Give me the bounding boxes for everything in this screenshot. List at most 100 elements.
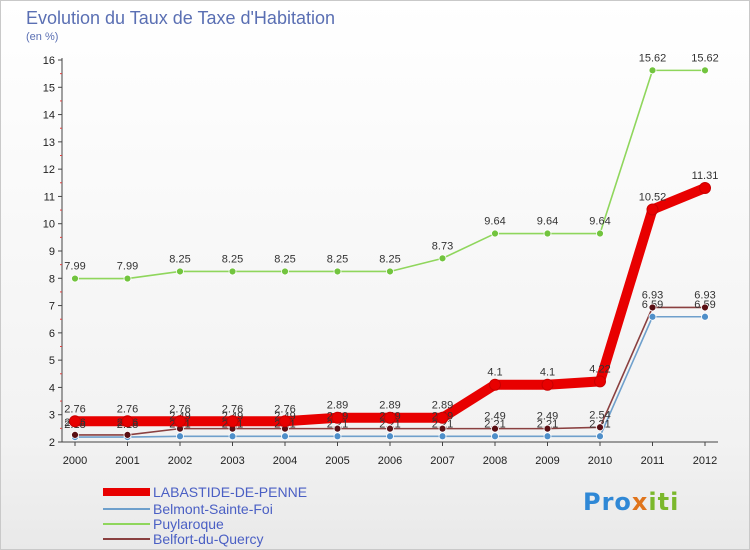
data-point	[333, 267, 342, 276]
data-point	[438, 424, 447, 433]
data-point	[279, 415, 291, 428]
legend-label-2: Puylaroque	[153, 516, 224, 532]
data-label: 4.1	[540, 367, 555, 379]
data-point	[226, 415, 239, 428]
data-point	[384, 411, 396, 424]
data-label: 9.64	[589, 216, 610, 228]
data-label: 8.25	[274, 253, 295, 265]
data-point	[596, 432, 604, 441]
data-label: 2.21	[537, 418, 558, 430]
data-label: 2.54	[589, 409, 610, 421]
data-point	[438, 254, 447, 263]
x-tick-label: 2000	[63, 455, 87, 467]
y-tick-label: 11	[44, 191, 55, 203]
data-point	[438, 432, 447, 441]
y-tick-label: 13	[43, 137, 55, 149]
data-label: 8.25	[379, 253, 400, 265]
data-label: 2.89	[432, 400, 453, 412]
data-point	[71, 431, 79, 439]
y-tick-label: 5	[49, 355, 55, 367]
data-point	[281, 432, 289, 441]
proxiti-logo: Proxiti	[583, 488, 680, 516]
data-point	[176, 432, 184, 441]
y-tick-label: 12	[43, 164, 55, 176]
data-point	[699, 181, 711, 194]
series-line-2	[74, 69, 706, 280]
data-label: 7.99	[117, 261, 138, 273]
x-tick-label: 2001	[115, 455, 139, 467]
chart-subtitle: (en %)	[26, 31, 58, 43]
data-point	[648, 66, 657, 75]
x-tick-label: 2009	[535, 455, 559, 467]
legend-label-3: Belfort-du-Quercy	[153, 531, 263, 547]
data-label: 15.62	[639, 52, 667, 64]
data-label: 2.76	[169, 403, 190, 415]
data-point	[491, 432, 499, 441]
x-tick-label: 2005	[325, 455, 349, 467]
data-label: 2.89	[327, 400, 348, 412]
data-point	[386, 267, 394, 276]
data-label: 8.25	[169, 253, 190, 265]
data-label: 2.49	[537, 411, 558, 423]
data-point	[648, 312, 657, 321]
data-point	[333, 424, 342, 433]
data-point	[174, 415, 186, 428]
data-point	[596, 229, 604, 238]
data-point	[491, 229, 499, 238]
x-tick-label: 2010	[588, 455, 612, 467]
data-label: 2.76	[117, 403, 138, 415]
data-point	[543, 229, 552, 238]
data-point	[543, 424, 552, 433]
x-tick-label: 2011	[641, 455, 665, 467]
x-tick-label: 2003	[220, 455, 244, 467]
y-tick-label: 8	[49, 273, 55, 285]
x-tick-label: 2008	[483, 455, 507, 467]
data-label: 6.93	[642, 289, 663, 301]
data-label: 9.64	[484, 216, 505, 228]
data-point	[69, 415, 81, 428]
data-label: 2.76	[222, 403, 243, 415]
data-label: 4.22	[589, 363, 610, 375]
x-tick-label: 2006	[378, 455, 402, 467]
data-point	[123, 274, 132, 283]
data-point	[491, 424, 499, 433]
data-point	[594, 375, 606, 388]
data-label: 2.89	[379, 400, 400, 412]
data-point	[596, 423, 604, 432]
y-tick-label: 2	[49, 437, 55, 449]
data-point	[71, 274, 79, 283]
y-tick-label: 10	[43, 219, 55, 231]
data-point	[541, 378, 554, 391]
data-label: 7.99	[64, 261, 85, 273]
data-label: 8.73	[432, 240, 453, 252]
data-label: 2.21	[379, 418, 400, 430]
data-point	[701, 312, 709, 321]
data-point	[281, 267, 289, 276]
data-label: 15.62	[691, 52, 719, 64]
data-label: 8.25	[222, 253, 243, 265]
data-point	[386, 432, 394, 441]
data-label: 9.64	[537, 216, 558, 228]
legend-label-1: Belmont-Sainte-Foi	[153, 501, 273, 517]
y-tick-label: 7	[49, 301, 55, 313]
data-point	[121, 415, 134, 428]
x-tick-label: 2004	[273, 455, 297, 467]
x-tick-label: 2002	[168, 455, 192, 467]
data-label: 6.93	[694, 289, 715, 301]
data-label: 2.21	[327, 418, 348, 430]
data-label: 10.52	[639, 192, 667, 204]
data-point	[386, 424, 394, 433]
data-point	[333, 432, 342, 441]
data-label: 4.1	[487, 367, 502, 379]
data-point	[331, 411, 344, 424]
data-label: 2.21	[484, 418, 505, 430]
y-tick-label: 15	[43, 82, 55, 94]
data-point	[123, 431, 132, 439]
x-tick-label: 2007	[430, 455, 454, 467]
y-tick-label: 16	[43, 55, 55, 67]
data-point	[648, 303, 657, 312]
data-label: 2.49	[484, 411, 505, 423]
data-point	[701, 303, 709, 312]
